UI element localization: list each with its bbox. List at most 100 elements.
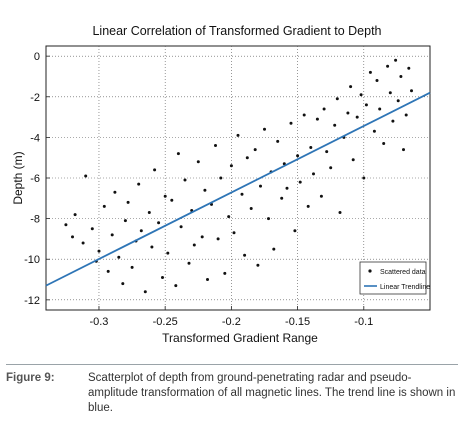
scatter-point xyxy=(157,221,161,225)
y-tick-label: -6 xyxy=(30,173,40,185)
y-tick-label: -8 xyxy=(30,214,40,226)
scatter-point xyxy=(130,265,134,269)
scatter-point xyxy=(73,213,77,217)
scatter-point xyxy=(256,263,260,267)
scatter-point xyxy=(306,204,310,208)
x-axis-label: Transformed Gradient Range xyxy=(162,331,318,345)
scatter-point xyxy=(293,229,297,233)
scatter-point xyxy=(391,119,395,123)
scatter-point xyxy=(319,194,323,198)
legend-marker-points xyxy=(368,269,372,273)
scatter-point xyxy=(302,113,306,117)
scatter-point xyxy=(219,176,223,180)
scatter-point xyxy=(147,211,151,214)
scatter-point xyxy=(192,243,196,247)
scatter-point xyxy=(170,198,174,202)
scatter-point xyxy=(394,58,398,62)
scatter-point xyxy=(216,237,220,241)
scatter-point xyxy=(150,245,154,249)
scatter-point xyxy=(267,217,270,221)
scatter-point xyxy=(232,231,236,235)
scatter-point xyxy=(322,107,326,111)
scatter-point xyxy=(407,66,411,70)
scatter-point xyxy=(163,194,167,198)
scatter-point xyxy=(71,235,74,239)
scatter-point xyxy=(236,133,240,137)
figure-caption: Figure 9: Scatterplot of depth from grou… xyxy=(6,364,458,416)
legend-label-points: Scattered data xyxy=(380,269,426,276)
y-axis-label: Depth (m) xyxy=(11,151,25,204)
scatter-point xyxy=(309,146,313,149)
scatter-point xyxy=(203,188,207,192)
scatter-point xyxy=(375,79,379,82)
scatter-point xyxy=(346,111,350,115)
scatter-point xyxy=(410,89,413,93)
scatter-point xyxy=(243,253,247,257)
scatter-point xyxy=(335,97,339,101)
scatter-point xyxy=(81,241,85,245)
scatter-point xyxy=(402,148,405,152)
scatter-point xyxy=(329,166,333,170)
trendline-layer xyxy=(45,91,431,287)
y-tick-label: -4 xyxy=(30,132,40,144)
scatter-point xyxy=(161,276,164,279)
scatter-point xyxy=(372,129,376,133)
caption-text: Scatterplot of depth from ground-penetra… xyxy=(88,372,456,414)
scatter-point xyxy=(333,123,337,127)
scatter-point xyxy=(123,219,127,223)
trendline xyxy=(45,91,431,287)
scatter-points xyxy=(64,58,413,294)
scatter-point xyxy=(315,117,319,121)
scatter-point xyxy=(399,75,403,78)
scatter-point xyxy=(187,261,191,265)
scatter-point xyxy=(84,174,88,178)
scatter-point xyxy=(153,168,157,172)
scatter-point xyxy=(263,127,266,131)
scatter-point xyxy=(285,186,289,190)
scatter-point xyxy=(229,164,233,168)
scatter-point xyxy=(113,190,117,194)
y-tick-label: -2 xyxy=(30,92,40,104)
scatter-point xyxy=(359,93,363,97)
scatter-point xyxy=(176,152,180,156)
scatter-point xyxy=(396,99,400,103)
scatter-point xyxy=(325,150,329,154)
scatter-point xyxy=(143,290,147,294)
scatter-point xyxy=(110,233,114,237)
scatter-point xyxy=(137,182,141,186)
scatter-point xyxy=(126,200,130,204)
scatter-point xyxy=(121,282,125,286)
y-tick-label: 0 xyxy=(34,51,40,63)
chart-title: Linear Correlation of Transformed Gradie… xyxy=(92,24,381,38)
scatter-point xyxy=(296,154,300,158)
scatter-point xyxy=(240,192,244,196)
scatter-point xyxy=(276,139,280,143)
scatter-point xyxy=(364,103,368,107)
scatter-point xyxy=(253,148,257,152)
scatter-point xyxy=(90,227,94,231)
scatter-point xyxy=(117,255,121,259)
scatter-point xyxy=(289,121,293,125)
scatter-point xyxy=(249,207,253,210)
y-tick-label: -12 xyxy=(24,295,40,307)
scatter-point xyxy=(338,211,342,214)
scatter-point xyxy=(388,91,392,95)
scatter-point xyxy=(378,107,382,111)
scatter-point xyxy=(97,249,101,253)
scatter-point xyxy=(351,158,355,162)
x-tick-label: -0.15 xyxy=(285,316,310,328)
scatter-point xyxy=(386,64,390,68)
scatter-point xyxy=(179,225,183,229)
scatter-point xyxy=(223,271,227,275)
scatter-point xyxy=(196,160,200,164)
caption-label: Figure 9: xyxy=(6,372,55,384)
scatter-point xyxy=(404,113,408,117)
scatter-point xyxy=(106,269,110,273)
scatter-point xyxy=(259,184,262,188)
scatter-point xyxy=(214,144,217,147)
scatter-point xyxy=(272,247,276,251)
scatter-point xyxy=(349,85,353,89)
scatter-point xyxy=(382,142,386,145)
scatter-point xyxy=(362,176,366,180)
